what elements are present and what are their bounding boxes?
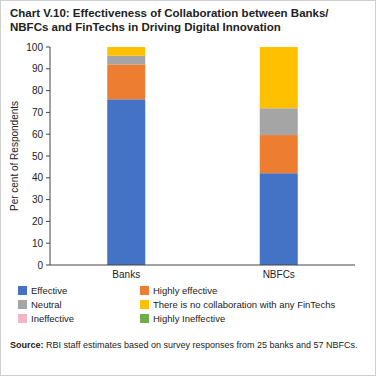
legend-label: Effective [31,285,67,296]
legend-label: Ineffective [31,313,74,324]
y-tick-label: 70 [32,107,44,118]
bar-segment [107,56,145,65]
y-tick [46,47,50,48]
y-tick-label: 50 [32,151,44,162]
legend-swatch [18,314,27,323]
source: Source: RBI staff estimates based on sur… [10,340,358,350]
legend-swatch [140,286,149,295]
legend-swatch [18,300,27,309]
legend-label: There is no collaboration with any FinTe… [153,299,335,310]
bar-segment [260,108,298,135]
y-tick [46,199,50,200]
y-tick [46,134,50,135]
legend-label: Highly Ineffective [153,313,225,324]
legend-swatch [140,314,149,323]
y-tick-label: 100 [26,42,43,53]
y-tick [46,68,50,69]
y-tick-label: 30 [32,194,44,205]
y-tick [46,221,50,222]
chart: Chart V.10: Effectiveness of Collaborati… [0,0,376,376]
y-tick [46,243,50,244]
y-tick-label: 60 [32,129,44,140]
bar-segment [260,173,298,265]
y-tick [46,112,50,113]
x-tick-label: NBFCs [263,269,295,280]
bar-segment [260,47,298,48]
x-axis [50,265,355,266]
legend-label: Neutral [31,299,62,310]
y-tick [46,90,50,91]
y-tick-label: 90 [32,63,44,74]
title: Chart V.10: Effectiveness of Collaborati… [10,7,329,33]
y-tick-label: 80 [32,85,44,96]
bars [107,47,298,265]
bar-segment [260,135,298,173]
bar-segment [107,64,145,99]
bar-segment [107,99,145,265]
y-tick [46,265,50,266]
x-tick-label: Banks [112,269,140,280]
y-tick-label: 0 [37,260,43,271]
legend-swatch [140,300,149,309]
legend-label: Highly effective [153,285,217,296]
y-tick [46,177,50,178]
y-tick [46,156,50,157]
bar-segment [107,47,145,48]
y-tick-label: 40 [32,172,44,183]
bar-segment [107,47,145,48]
y-tick-label: 10 [32,238,44,249]
y-tick-label: 20 [32,216,44,227]
frame [1,1,376,376]
y-axis-label: Per cent of Respondents [9,101,20,211]
bar-segment [260,47,298,108]
bar-segment [107,47,145,56]
legend-swatch [18,286,27,295]
bar-segment [260,47,298,48]
